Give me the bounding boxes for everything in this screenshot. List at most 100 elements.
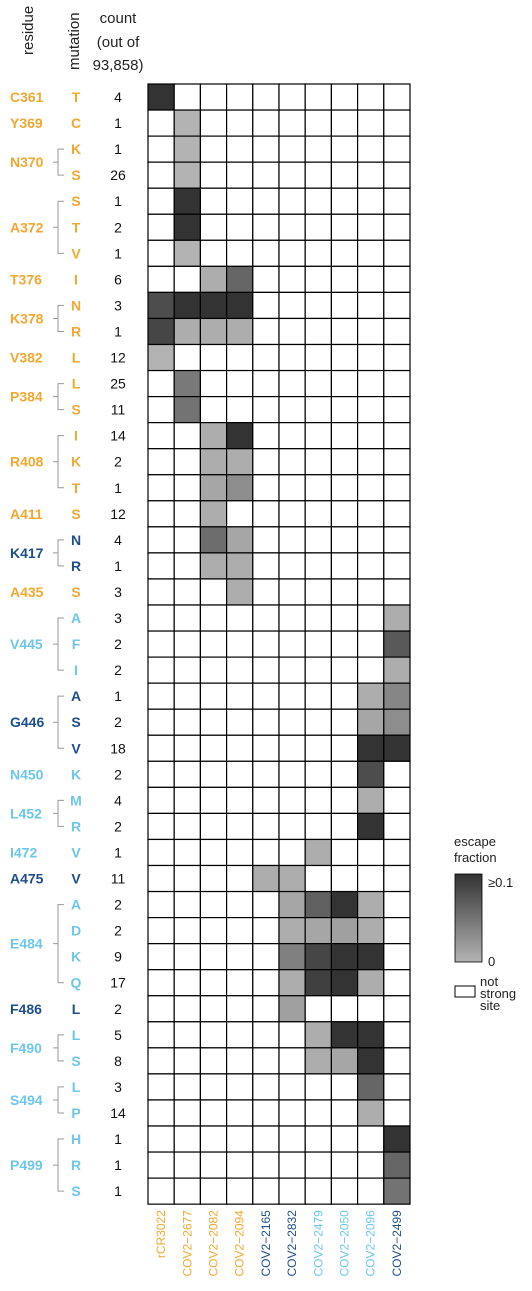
heatmap-cell [199,943,228,971]
residue-label: F490 [10,1040,42,1056]
heatmap-cell [304,916,333,945]
heatmap-cell [226,526,254,554]
heatmap-cell [278,448,306,476]
heatmap-cell [173,604,201,632]
heatmap-cell [330,343,359,372]
antibody-column-label: COV2−2165 [259,1210,273,1277]
heatmap-cell [278,916,306,945]
heatmap-cell [357,552,385,580]
heatmap-cell [383,448,411,476]
heatmap-cell [383,474,411,502]
heatmap-cell [147,161,175,189]
heatmap-cell [383,526,411,554]
mutation-label: K [71,454,81,470]
mutation-label: K [71,949,81,965]
heatmap-cell [383,1047,411,1075]
residue-label: I472 [10,844,37,860]
heatmap-cell [226,786,254,814]
heatmap-cell [304,135,333,163]
heatmap-cell [173,916,201,945]
heatmap-cell [199,578,228,606]
heatmap-cell [278,396,306,424]
heatmap-cell [278,1177,306,1205]
heatmap-cell [330,448,359,476]
heatmap-cell [330,526,359,554]
heatmap-cell [330,135,359,163]
heatmap-cell [278,630,306,658]
heatmap-cell [357,396,385,424]
heatmap-cell [357,291,385,320]
heatmap-cell [199,213,228,241]
heatmap-cell [383,656,411,684]
heatmap-cell [226,291,254,320]
legend-gradient-bar [454,873,483,963]
heatmap-cell [304,265,333,294]
heatmap-cell [173,1151,201,1179]
heatmap-cell [252,786,280,814]
heatmap-cell [252,734,280,762]
count-label: 3 [114,610,122,626]
heatmap-cell [147,969,175,997]
heatmap-cell [173,760,201,788]
heatmap-cell [173,995,201,1023]
heatmap-cell [304,109,333,137]
heatmap-cell [330,317,359,346]
heatmap-cell [199,969,228,997]
heatmap-cell [147,864,175,893]
heatmap-cell [252,1073,280,1101]
heatmap-cell [252,552,280,580]
heatmap-cell [383,109,411,137]
heatmap-cell [278,265,306,294]
heatmap-cell [330,422,359,450]
residue-label: K417 [10,545,44,561]
mutation-label: V [71,844,81,860]
heatmap-cell [304,578,333,606]
heatmap-cell [278,1021,306,1049]
heatmap-cell [199,838,228,867]
heatmap-cell [252,1151,280,1179]
heatmap-cell [330,943,359,971]
heatmap-cell [304,1021,333,1049]
heatmap-cell [304,396,333,424]
heatmap-cell [173,578,201,606]
mutation-label: V [71,740,81,756]
mutation-label: S [71,506,80,522]
count-label: 1 [114,1183,122,1199]
heatmap-cell [357,187,385,215]
heatmap-cell [173,83,201,111]
heatmap-cell [226,422,254,450]
count-label: 1 [114,323,122,339]
heatmap-cell [173,369,201,398]
heatmap-cell [383,1177,411,1205]
heatmap-cell [304,369,333,398]
heatmap-cell [173,187,201,215]
count-label: 4 [114,532,122,548]
heatmap-cell [147,213,175,241]
heatmap-cell [226,109,254,137]
heatmap-cell [304,343,333,372]
heatmap-cell [252,682,280,710]
heatmap-cell [226,812,254,841]
heatmap-cell [226,1125,254,1153]
heatmap-cell [226,500,254,528]
heatmap-cell [304,1073,333,1101]
antibody-column-label: COV2−2082 [207,1210,221,1277]
heatmap-cell [330,396,359,424]
mutation-label: R [71,1157,81,1173]
count-label: 25 [110,376,126,392]
heatmap-cell [304,995,333,1023]
heatmap-cell [199,708,228,736]
heatmap-cell [226,969,254,997]
heatmap-cell [147,1099,175,1127]
count-label: 11 [111,871,126,887]
mutation-label: S [71,714,80,730]
heatmap-cell [252,1099,280,1127]
heatmap-cell [330,812,359,841]
heatmap-cell [252,890,280,919]
heatmap-cell [383,760,411,788]
count-label: 2 [114,662,122,678]
heatmap-cell [199,734,228,762]
heatmap-cell [278,1151,306,1179]
heatmap-cell [199,1151,228,1179]
heatmap-cell [199,552,228,580]
